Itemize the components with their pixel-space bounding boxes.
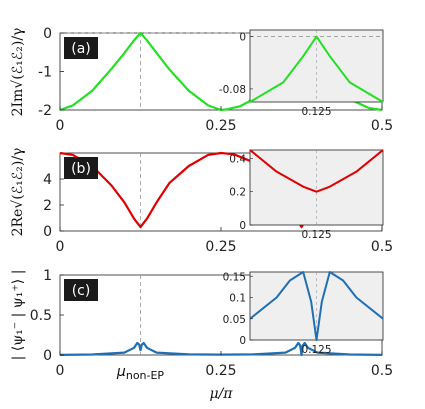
x-axis-label: μ/π: [209, 386, 233, 402]
y-tick-label: 0: [43, 26, 52, 42]
y-axis-label: 2Im√(ℰ₁ℰ₂)/γ: [10, 28, 26, 117]
inset-series-line: [249, 271, 384, 341]
y-tick-label: 2: [43, 198, 52, 214]
panel-3: 0 0.25 0.510.50| ⟨ψ₁⁻ | ψ₁⁺⟩ | (c)0.150.10.…: [10, 268, 393, 402]
inset-x-tick-label: 0.125: [301, 344, 331, 356]
panel-badge: [64, 37, 98, 59]
inset-y-tick-label: 0.15: [223, 271, 246, 283]
inset-x-tick-label: 0.125: [301, 106, 331, 118]
panel-badge: [64, 279, 98, 301]
y-tick-label: -1: [38, 65, 52, 81]
inset-series-line: [249, 35, 384, 103]
y-tick-label: 4: [43, 172, 52, 188]
x-tick-label: 0.5: [371, 363, 393, 379]
inset-y-tick-label: -0.08: [219, 84, 246, 96]
annotation-subscript: non-EP: [126, 369, 165, 382]
inset-y-tick-label: 0: [239, 335, 246, 347]
x-tick-label: 0.5: [371, 239, 393, 255]
y-tick-label: 1: [43, 268, 52, 284]
inset: 0.15 0.1 0.05 0 0.125: [223, 271, 384, 356]
inset-frame: [249, 271, 384, 341]
x-tick-label: 0.5: [371, 118, 393, 134]
annotation-mu-non-ep: μnon-EP: [116, 364, 165, 382]
x-tick-label: 0: [56, 239, 65, 255]
y-axis-label: | ⟨ψ₁⁻ | ψ₁⁺⟩ |: [10, 270, 26, 361]
inset: 0 -0.08 0.125: [219, 29, 384, 118]
x-tick-label: 0.25: [205, 239, 236, 255]
y-tick-label: 0: [43, 348, 52, 364]
annotation-mu: μ: [116, 364, 126, 380]
panel-badge-label: (b): [71, 161, 91, 177]
inset-y-tick-label: 0.1: [229, 293, 246, 305]
inset-y-tick-label: 0.2: [229, 187, 246, 199]
y-tick-label: 0: [43, 224, 52, 240]
inset-x-tick-label: 0.125: [301, 229, 331, 241]
inset-y-tick-label: 0.4: [229, 153, 246, 165]
panel-badge-label: (a): [71, 41, 91, 57]
y-tick-label: -2: [38, 103, 52, 119]
panel-badge: [64, 157, 98, 179]
inset-y-tick-label: 0: [239, 220, 246, 232]
inset: 0.4 0.2 0 0.125: [229, 149, 384, 241]
x-tick-label: 0: [56, 118, 65, 134]
x-tick-label: 0.25: [205, 363, 236, 379]
inset-series-line: [249, 149, 384, 193]
x-tick-label: 0.25: [205, 118, 236, 134]
panel-1: 0 0.25 0.5 0 -1 -2 2Im√(ℰ₁ℰ₂)/γ (a) 0 -0.08 0.125: [10, 26, 393, 134]
inset-y-tick-label: 0: [239, 32, 246, 44]
inset-y-tick-label: 0.05: [223, 314, 246, 326]
y-axis-label: 2Re√(ℰ₁ℰ₂)/γ: [10, 148, 26, 237]
panel-badge-label: (c): [72, 283, 91, 299]
y-tick-label: 0.5: [30, 308, 52, 324]
x-tick-label: 0: [56, 363, 65, 379]
